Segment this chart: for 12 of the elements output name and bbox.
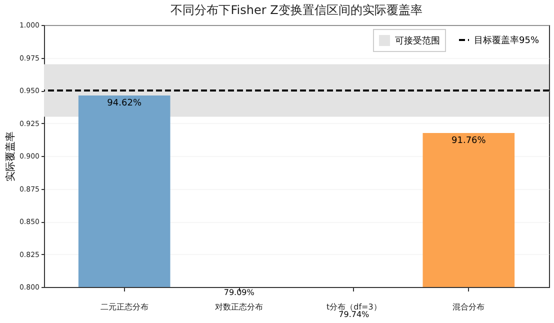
x-tick-label: 混合分布 [452,302,485,312]
text: 79.74% [338,310,370,319]
data-label: 91.76% [451,136,486,146]
chart-title: 不同分布下Fisher Z变换置信区间的实际覆盖率 [170,3,422,17]
x-tick-label: 二元正态分布 [100,302,148,312]
x-tick-label: 对数正态分布 [215,302,264,312]
legend-label: 目标覆盖率95% [474,35,540,46]
y-axis-title: 实际覆盖率 [4,132,16,182]
legend-label: 可接受范围 [395,36,440,46]
text: 79.09% [224,288,254,297]
data-label: 94.62% [107,98,142,108]
x-tick-label: t分布（df=3） [326,302,382,312]
